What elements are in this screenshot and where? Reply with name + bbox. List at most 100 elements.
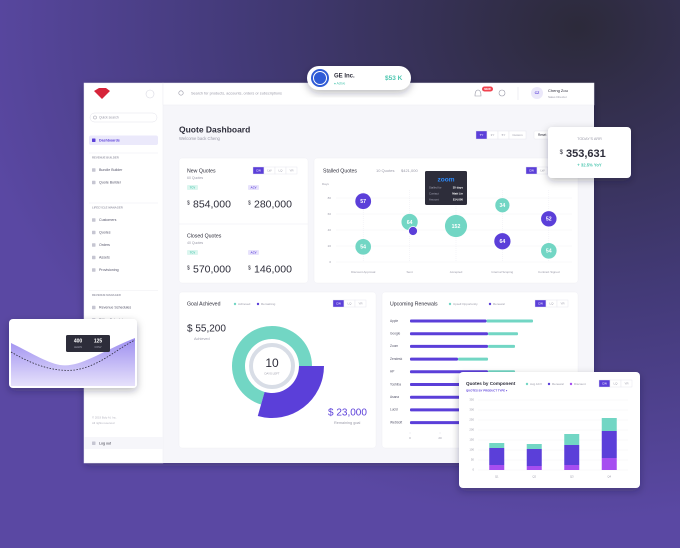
- logout[interactable]: Log out: [99, 441, 111, 445]
- nav-item[interactable]: Quotes: [99, 230, 111, 234]
- y-tick-label: Zendesk: [390, 357, 403, 361]
- help-icon[interactable]: [498, 89, 506, 97]
- bubble[interactable]: [401, 213, 418, 231]
- panel-subtitle: 60 Quotes: [187, 176, 203, 180]
- nav-item[interactable]: Revenue Schedules: [99, 305, 131, 309]
- bubble-label: 152: [452, 224, 461, 230]
- bubble[interactable]: [494, 233, 511, 250]
- donut-inner-ring: [249, 343, 295, 389]
- nav-item[interactable]: Bundle Builder: [99, 168, 123, 172]
- bubble-label: 64: [407, 220, 413, 226]
- bubble[interactable]: [444, 214, 468, 238]
- tab-label: YR: [289, 168, 294, 172]
- bar: [488, 344, 515, 348]
- nav-item[interactable]: Quote Builder: [99, 180, 122, 184]
- page-subtitle: Welcome back Cheng: [179, 136, 221, 141]
- nav-item[interactable]: Assets: [99, 255, 110, 259]
- currency: $: [248, 200, 251, 206]
- tab-label: YR: [560, 301, 565, 305]
- user-role: Sales Director: [548, 95, 567, 99]
- bubble-label: 52: [546, 217, 552, 223]
- nav-icon: [92, 255, 96, 260]
- x-tick-label: Discount Approval: [351, 270, 376, 274]
- nav-item[interactable]: Orders: [99, 243, 110, 247]
- logout-icon: [92, 441, 96, 445]
- legend-dot: [448, 302, 452, 306]
- nav-icon: [92, 218, 96, 222]
- logout-row: [84, 437, 163, 449]
- y-tick-label: 0: [329, 260, 331, 264]
- tab[interactable]: [620, 379, 633, 388]
- y-tick-label: 250: [469, 418, 474, 422]
- bubble[interactable]: [495, 198, 510, 213]
- x-tick-label: Q1: [495, 475, 499, 479]
- bar: [489, 465, 505, 470]
- badge-label: TCV: [190, 250, 196, 254]
- nav-icon: [92, 180, 96, 185]
- bubble-label: 57: [360, 199, 366, 205]
- tooltip-value: 35 days: [453, 186, 464, 190]
- bubble[interactable]: [355, 193, 372, 210]
- y-tick-label: 50: [471, 458, 475, 462]
- y-tick-label: HP: [390, 370, 394, 374]
- bubble[interactable]: [355, 239, 372, 255]
- nav-icon: [92, 305, 96, 310]
- y-tick-label: Lucid: [390, 408, 398, 412]
- company-status: ● Active: [334, 81, 346, 85]
- bubble-label: 54: [546, 249, 552, 255]
- nav-item[interactable]: Dashboards: [99, 138, 120, 142]
- currency: $: [187, 200, 190, 206]
- panel-subtitle: 10 Quotes: [376, 168, 394, 173]
- bar: [601, 458, 617, 470]
- panel-subtitle: QUOTES BY PRODUCT TYPE ▾: [466, 389, 508, 393]
- tab[interactable]: [285, 166, 298, 175]
- search-icon: [93, 115, 97, 120]
- tab[interactable]: [556, 299, 569, 308]
- x-tick-label: Q2: [532, 475, 536, 479]
- tooltip-value: 125: [94, 338, 103, 344]
- panel-title: Stalled Quotes: [323, 168, 357, 174]
- arr-label: TODAY'S ARR: [577, 137, 602, 141]
- y-tick-label: 150: [469, 438, 474, 442]
- bar: [564, 445, 580, 465]
- y-tick-label: 200: [469, 428, 474, 432]
- amount: 854,000: [193, 198, 231, 210]
- legend-label: Discount: [574, 382, 586, 386]
- y-tick-label: Toshiba: [390, 382, 401, 386]
- nav-item[interactable]: Customers: [99, 218, 117, 222]
- collapse-button[interactable]: [145, 89, 155, 99]
- nav-item[interactable]: Provisioning: [99, 268, 119, 272]
- legend-label: Renewal: [493, 302, 505, 306]
- tab[interactable]: [508, 130, 527, 140]
- nav-icon: [92, 168, 96, 172]
- legend-label: Avg ACV: [530, 382, 542, 386]
- legend-label: Achieved: [238, 302, 251, 306]
- bar: [489, 443, 505, 448]
- bell-icon[interactable]: [474, 89, 482, 97]
- tab-label: LW: [267, 168, 271, 172]
- bar: [410, 357, 458, 361]
- bubble[interactable]: [541, 211, 557, 227]
- quick-search[interactable]: [89, 112, 158, 123]
- tab-label: CW: [256, 168, 261, 172]
- new-quotes-panel: [178, 157, 309, 284]
- donut-achieved: [232, 325, 312, 405]
- tab-label: LQ: [613, 381, 618, 385]
- tab[interactable]: [354, 299, 367, 308]
- tooltip-key: Amount: [429, 198, 439, 202]
- nav-group-title: LIFECYCLE MANAGER: [92, 206, 123, 210]
- y-tick-label: 40: [328, 228, 332, 232]
- y-tick-label: 20: [328, 244, 332, 248]
- y-tick-label: 100: [469, 448, 474, 452]
- achieved-caption: Achieved: [194, 337, 210, 341]
- donut-remaining: [257, 366, 324, 418]
- amount: 146,000: [254, 263, 292, 275]
- tab-label: CW: [529, 168, 534, 172]
- panel-title: Goal Achieved: [187, 301, 221, 307]
- company-name: GE Inc.: [334, 74, 355, 80]
- y-tick-label: 0: [472, 468, 474, 472]
- x-tick-label: Q3: [570, 475, 574, 479]
- bubble[interactable]: [541, 243, 557, 259]
- bar: [526, 466, 542, 470]
- nav-active: [89, 135, 158, 145]
